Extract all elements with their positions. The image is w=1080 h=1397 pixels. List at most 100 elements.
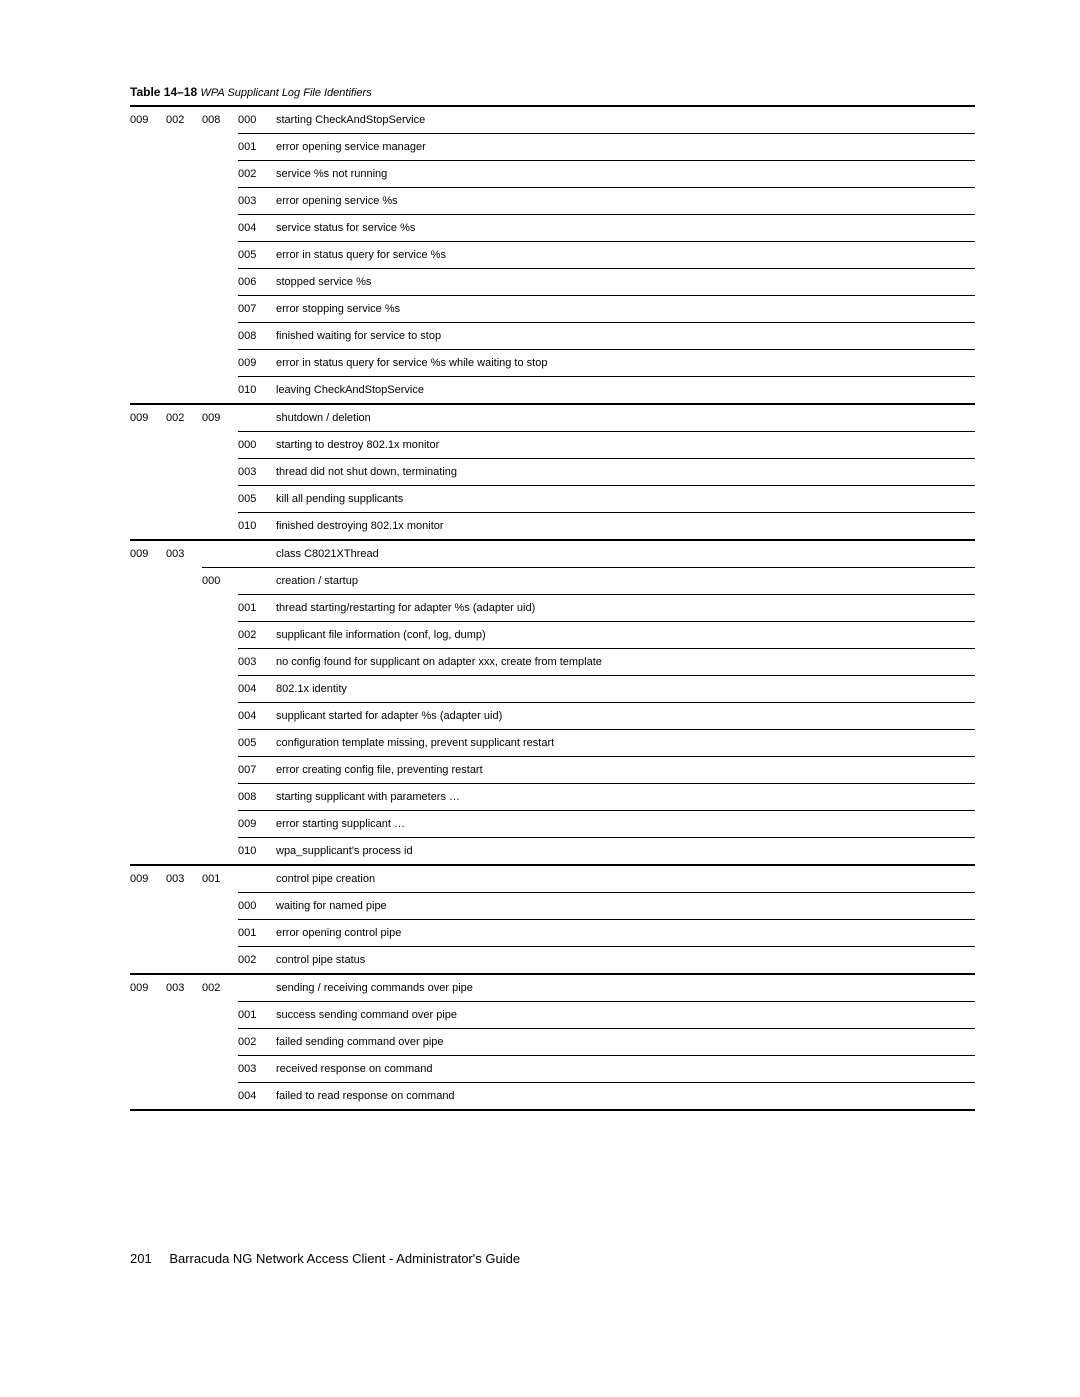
cell: finished waiting for service to stop <box>276 323 975 350</box>
cell: thread did not shut down, terminating <box>276 459 975 486</box>
cell <box>130 595 166 622</box>
cell: 005 <box>238 242 276 269</box>
cell: 002 <box>166 107 202 134</box>
table-row: 001success sending command over pipe <box>130 1002 975 1029</box>
cell: 010 <box>238 513 276 541</box>
cell <box>130 1056 166 1083</box>
cell <box>202 350 238 377</box>
cell <box>202 1002 238 1029</box>
cell <box>130 730 166 757</box>
cell: failed sending command over pipe <box>276 1029 975 1056</box>
cell <box>166 513 202 541</box>
cell <box>202 215 238 242</box>
table-row: 005configuration template missing, preve… <box>130 730 975 757</box>
cell: class C8021XThread <box>276 540 975 568</box>
cell <box>166 568 202 595</box>
footer-title: Barracuda NG Network Access Client - Adm… <box>169 1251 520 1266</box>
cell <box>166 595 202 622</box>
cell: sending / receiving commands over pipe <box>276 974 975 1002</box>
table-row: 001thread starting/restarting for adapte… <box>130 595 975 622</box>
table-row: 009002008000starting CheckAndStopService <box>130 107 975 134</box>
table-row: 010finished destroying 802.1x monitor <box>130 513 975 541</box>
cell: 008 <box>202 107 238 134</box>
cell: 002 <box>202 974 238 1002</box>
cell <box>130 188 166 215</box>
cell: error in status query for service %s whi… <box>276 350 975 377</box>
cell <box>130 269 166 296</box>
cell <box>202 1056 238 1083</box>
cell <box>166 947 202 975</box>
cell <box>166 1029 202 1056</box>
cell <box>202 730 238 757</box>
cell <box>166 730 202 757</box>
cell: 009 <box>130 865 166 893</box>
table-row: 003error opening service %s <box>130 188 975 215</box>
cell: 009 <box>130 540 166 568</box>
cell: finished destroying 802.1x monitor <box>276 513 975 541</box>
cell <box>202 1029 238 1056</box>
cell: 001 <box>238 920 276 947</box>
cell: 000 <box>238 432 276 459</box>
cell <box>202 649 238 676</box>
page-footer: 201 Barracuda NG Network Access Client -… <box>130 1251 975 1266</box>
cell: 002 <box>238 622 276 649</box>
cell: 003 <box>238 188 276 215</box>
table-row: 003thread did not shut down, terminating <box>130 459 975 486</box>
cell <box>130 838 166 866</box>
cell <box>166 893 202 920</box>
table-row: 001error opening service manager <box>130 134 975 161</box>
cell: 009 <box>130 107 166 134</box>
cell: control pipe creation <box>276 865 975 893</box>
cell <box>130 1029 166 1056</box>
cell <box>130 323 166 350</box>
table-row: 009003001control pipe creation <box>130 865 975 893</box>
table-row: 010leaving CheckAndStopService <box>130 377 975 405</box>
cell: error opening service manager <box>276 134 975 161</box>
cell <box>166 1083 202 1111</box>
cell <box>202 486 238 513</box>
table-row: 002service %s not running <box>130 161 975 188</box>
cell <box>166 350 202 377</box>
table-row: 004failed to read response on command <box>130 1083 975 1111</box>
cell <box>130 459 166 486</box>
cell: 004 <box>238 215 276 242</box>
cell: 009 <box>130 404 166 432</box>
cell <box>166 784 202 811</box>
cell <box>238 974 276 1002</box>
cell <box>130 568 166 595</box>
cell <box>202 323 238 350</box>
cell <box>166 296 202 323</box>
cell: 001 <box>202 865 238 893</box>
cell: 003 <box>166 540 202 568</box>
cell <box>166 242 202 269</box>
cell <box>202 784 238 811</box>
cell: error stopping service %s <box>276 296 975 323</box>
cell <box>202 134 238 161</box>
cell: 009 <box>238 811 276 838</box>
cell <box>202 269 238 296</box>
cell: configuration template missing, prevent … <box>276 730 975 757</box>
cell: creation / startup <box>276 568 975 595</box>
table-row: 004service status for service %s <box>130 215 975 242</box>
cell: thread starting/restarting for adapter %… <box>276 595 975 622</box>
cell <box>130 757 166 784</box>
cell <box>238 865 276 893</box>
cell <box>202 893 238 920</box>
cell: 007 <box>238 296 276 323</box>
cell: 002 <box>166 404 202 432</box>
cell: leaving CheckAndStopService <box>276 377 975 405</box>
cell <box>166 811 202 838</box>
cell <box>166 703 202 730</box>
cell: supplicant started for adapter %s (adapt… <box>276 703 975 730</box>
cell: error opening service %s <box>276 188 975 215</box>
cell <box>166 459 202 486</box>
cell: service status for service %s <box>276 215 975 242</box>
cell <box>130 893 166 920</box>
cell <box>130 134 166 161</box>
cell <box>238 404 276 432</box>
cell: service %s not running <box>276 161 975 188</box>
cell: control pipe status <box>276 947 975 975</box>
cell: 010 <box>238 838 276 866</box>
cell: received response on command <box>276 1056 975 1083</box>
cell: no config found for supplicant on adapte… <box>276 649 975 676</box>
